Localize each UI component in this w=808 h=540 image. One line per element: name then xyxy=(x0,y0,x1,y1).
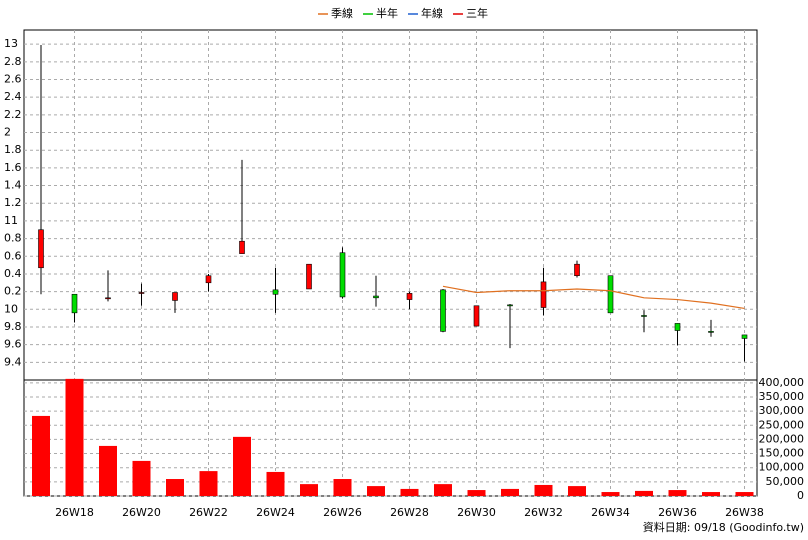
candle-body xyxy=(540,281,547,308)
y2-tick-label: 250,000 xyxy=(759,418,805,431)
volume-bar xyxy=(601,492,620,496)
candle-body xyxy=(607,275,614,314)
y-tick-label: 1.4 xyxy=(4,179,22,192)
candle-body xyxy=(306,263,312,290)
candle-body xyxy=(71,293,78,314)
volume-bar xyxy=(367,486,385,496)
volume-bar xyxy=(233,436,251,496)
candle-body xyxy=(406,293,413,300)
x-tick-label: 26W34 xyxy=(591,506,630,519)
legend-label: 年線 xyxy=(421,6,443,20)
candle-body xyxy=(339,252,346,298)
candle-body xyxy=(741,334,748,339)
y-tick-label: 0.2 xyxy=(4,285,22,298)
x-tick-label: 26W22 xyxy=(189,506,228,519)
candle-body xyxy=(708,331,714,333)
y2-tick-label: 200,000 xyxy=(759,432,805,445)
moving-average-line xyxy=(442,285,745,310)
volume-bar xyxy=(300,484,318,496)
y2-tick-label: 50,000 xyxy=(766,475,805,488)
y-tick-label: 9.6 xyxy=(4,338,22,351)
y2-tick-label: 400,000 xyxy=(759,376,805,389)
volume-bar xyxy=(65,378,84,496)
volume-bar xyxy=(702,492,720,496)
x-tick-label: 26W26 xyxy=(323,506,362,519)
volume-bar xyxy=(467,490,486,496)
candle-body xyxy=(507,304,513,307)
volume-bar xyxy=(32,415,50,496)
y-tick-label: 1.6 xyxy=(4,161,22,174)
volume-bar xyxy=(166,479,184,496)
x-tick-label: 26W24 xyxy=(256,506,295,519)
x-tick-label: 26W32 xyxy=(524,506,563,519)
volume-bar xyxy=(266,471,285,496)
y2-tick-label: 0 xyxy=(797,489,804,502)
volume-bar xyxy=(635,490,653,496)
y-tick-label: 2.6 xyxy=(4,72,22,85)
y-tick-label: 2.8 xyxy=(4,55,22,68)
candle-body xyxy=(172,292,178,301)
volume-bar xyxy=(568,486,586,496)
volume-bar xyxy=(735,492,754,496)
y-tick-label: 0.4 xyxy=(4,267,22,280)
y-tick-label: 9.8 xyxy=(4,320,22,333)
candle-body xyxy=(239,240,245,254)
volume-bar xyxy=(434,484,452,496)
candle-body xyxy=(38,229,44,269)
y-tick-label: 11 xyxy=(4,214,18,227)
x-tick-label: 26W20 xyxy=(122,506,161,519)
volume-bar xyxy=(199,471,218,496)
y-tick-label: 0.8 xyxy=(4,232,22,245)
x-tick-label: 26W38 xyxy=(725,506,764,519)
legend-label: 季線 xyxy=(331,6,353,20)
y-tick-label: 2.4 xyxy=(4,90,22,103)
legend-label: 三年 xyxy=(466,6,488,20)
volume-bar xyxy=(534,484,553,496)
candle-body xyxy=(574,263,580,277)
candle-body xyxy=(440,289,446,332)
volume-bar xyxy=(99,445,117,496)
y-tick-label: 2.2 xyxy=(4,108,22,121)
candle-body xyxy=(138,292,145,294)
legend-label: 半年 xyxy=(376,6,398,20)
volume-bar xyxy=(400,488,419,496)
x-tick-label: 26W36 xyxy=(658,506,697,519)
x-tick-label: 26W30 xyxy=(457,506,496,519)
candle-body xyxy=(205,275,212,284)
volume-bar xyxy=(668,490,687,496)
volume-bar xyxy=(132,460,151,496)
x-tick-label: 26W18 xyxy=(55,506,94,519)
x-tick-label: 26W28 xyxy=(390,506,429,519)
candle-body xyxy=(373,295,379,299)
candle-body xyxy=(473,305,480,327)
y2-tick-label: 300,000 xyxy=(759,404,805,417)
y2-tick-label: 350,000 xyxy=(759,390,805,403)
y-tick-label: 2 xyxy=(4,126,11,139)
candle-body xyxy=(641,315,647,317)
y2-tick-label: 100,000 xyxy=(759,461,805,474)
volume-bar xyxy=(333,479,352,496)
y-tick-label: 1.2 xyxy=(4,196,22,209)
y-tick-label: 0.6 xyxy=(4,249,22,262)
y-tick-label: 13 xyxy=(4,37,18,50)
candle-body xyxy=(105,297,111,300)
plot-frame xyxy=(23,29,758,497)
y2-tick-label: 150,000 xyxy=(759,447,805,460)
y-tick-label: 1.8 xyxy=(4,143,22,156)
y-tick-label: 9.4 xyxy=(4,355,22,368)
candle-body xyxy=(674,323,681,331)
volume-bar xyxy=(501,488,519,496)
candle-body xyxy=(272,289,279,295)
footer: 資料日期: 09/18 (Goodinfo.tw) xyxy=(643,520,804,534)
y-tick-label: 10 xyxy=(4,302,18,315)
